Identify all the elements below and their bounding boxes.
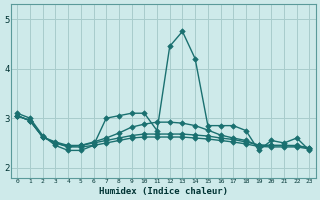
X-axis label: Humidex (Indice chaleur): Humidex (Indice chaleur): [99, 187, 228, 196]
